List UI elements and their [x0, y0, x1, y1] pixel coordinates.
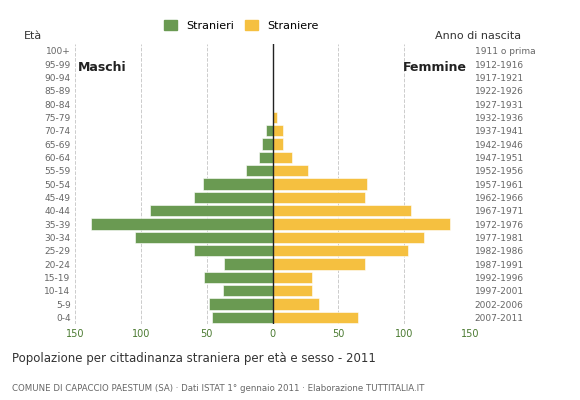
Legend: Stranieri, Straniere: Stranieri, Straniere — [159, 16, 323, 35]
Text: Età: Età — [24, 31, 42, 41]
Bar — [273, 285, 312, 296]
Bar — [224, 258, 273, 270]
Bar — [273, 152, 292, 163]
Text: COMUNE DI CAPACCIO PAESTUM (SA) · Dati ISTAT 1° gennaio 2011 · Elaborazione TUTT: COMUNE DI CAPACCIO PAESTUM (SA) · Dati I… — [12, 384, 424, 393]
Bar — [223, 285, 273, 296]
Bar — [273, 165, 308, 176]
Bar — [259, 152, 273, 163]
Bar — [194, 245, 273, 256]
Text: Anno di nascita: Anno di nascita — [435, 31, 521, 41]
Text: Femmine: Femmine — [403, 61, 467, 74]
Bar — [91, 218, 273, 230]
Bar — [273, 298, 318, 310]
Bar — [273, 272, 312, 283]
Bar — [273, 258, 365, 270]
Bar — [150, 205, 273, 216]
Bar — [194, 192, 273, 203]
Bar — [273, 112, 277, 123]
Bar — [204, 272, 273, 283]
Bar — [273, 192, 365, 203]
Bar — [273, 138, 283, 150]
Bar — [209, 298, 273, 310]
Bar — [135, 232, 273, 243]
Bar — [273, 178, 367, 190]
Bar — [273, 205, 411, 216]
Bar — [212, 312, 273, 323]
Bar — [273, 245, 408, 256]
Bar — [266, 125, 273, 136]
Text: Popolazione per cittadinanza straniera per età e sesso - 2011: Popolazione per cittadinanza straniera p… — [12, 352, 375, 365]
Bar — [273, 232, 424, 243]
Bar — [273, 218, 450, 230]
Bar — [203, 178, 273, 190]
Text: Maschi: Maschi — [78, 61, 126, 74]
Bar — [246, 165, 273, 176]
Bar — [273, 312, 358, 323]
Bar — [273, 125, 283, 136]
Bar — [262, 138, 273, 150]
